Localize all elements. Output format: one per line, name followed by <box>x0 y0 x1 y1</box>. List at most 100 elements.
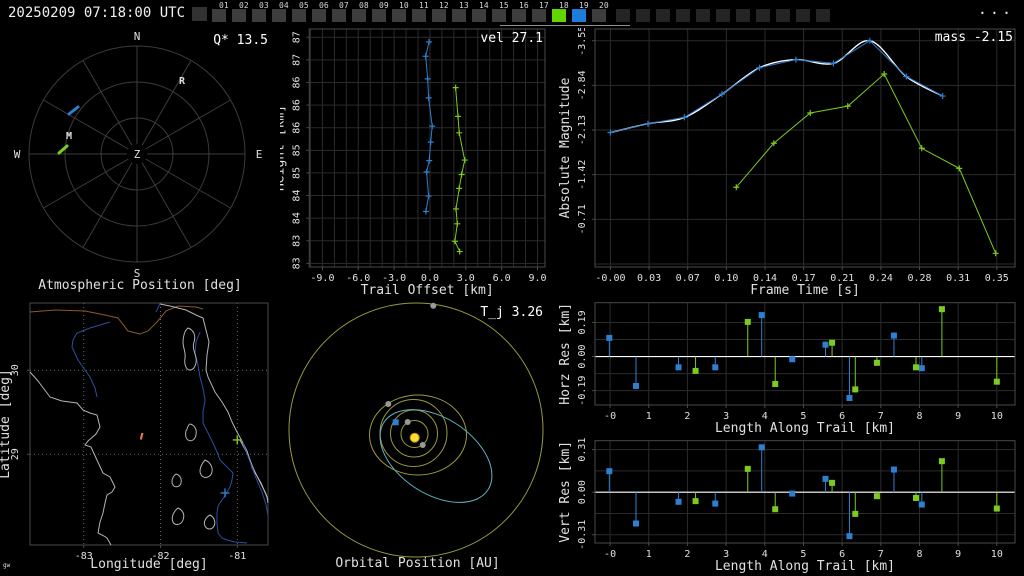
frame-square[interactable] <box>816 9 830 22</box>
svg-text:Length Along Trail [km]: Length Along Trail [km] <box>715 421 895 436</box>
frame-button-label: 11 <box>419 1 429 10</box>
svg-text:2: 2 <box>684 549 690 560</box>
svg-text:86: 86 <box>291 76 302 88</box>
svg-text:0.24: 0.24 <box>869 273 893 284</box>
frame-square[interactable] <box>736 9 750 22</box>
svg-text:0.00: 0.00 <box>577 344 588 368</box>
frame-button-04[interactable]: 04 <box>272 1 289 22</box>
svg-text:85: 85 <box>291 167 302 179</box>
frame-square[interactable] <box>776 9 790 22</box>
svg-text:6: 6 <box>839 549 845 560</box>
frame-button-13[interactable]: 13 <box>452 1 469 22</box>
panel-atmospheric-position: N S W E Z R M Q* 13.5 Atmospheric Position [de… <box>0 28 280 300</box>
svg-text:84: 84 <box>291 190 302 202</box>
frame-button-07[interactable]: 07 <box>332 1 349 22</box>
svg-text:N: N <box>134 30 141 43</box>
frame-button-08[interactable]: 08 <box>352 1 369 22</box>
map-frame <box>29 302 269 546</box>
frame-button-11[interactable]: 11 <box>412 1 429 22</box>
frame-button-16[interactable]: 16 <box>512 1 529 22</box>
frame-button-label: 08 <box>359 1 369 10</box>
vert-res-axis-labels: -0 1 2 3 4 5 6 7 8 9 10 0.31 0.00 -0.31 Length Along T… <box>558 438 1003 574</box>
frame-button-01[interactable]: 01 <box>212 1 229 22</box>
frame-square[interactable] <box>656 9 670 22</box>
frame-button-09[interactable]: 09 <box>372 1 389 22</box>
lake-blob-2 <box>171 473 182 488</box>
body-mercury <box>419 442 426 448</box>
body-mars <box>385 401 392 407</box>
svg-text:3: 3 <box>723 411 729 422</box>
trail-offset-series <box>422 38 468 255</box>
frame-button-label: 15 <box>499 1 509 10</box>
svg-text:0.17: 0.17 <box>792 273 816 284</box>
ground-map-plot: -83 -82 -81 30 29 Longitude [deg] Latitude [de… <box>0 302 269 572</box>
polar-compass-labels: N S W E Z R M <box>14 30 263 280</box>
svg-text:3.0: 3.0 <box>457 273 475 284</box>
svg-text:0.03: 0.03 <box>637 273 661 284</box>
frame-button-14[interactable]: 14 <box>472 1 489 22</box>
panel-light-curve: -0.00 0.03 0.07 0.10 0.14 0.17 0.21 0.24 0.28 0.3… <box>555 28 1024 300</box>
frame-button-20[interactable]: 20 <box>592 1 609 22</box>
svg-text:1: 1 <box>646 411 652 422</box>
svg-text:Height [km]: Height [km] <box>280 105 287 191</box>
q-value-label: Q* 13.5 <box>213 33 268 48</box>
frame-button-label: 17 <box>539 1 549 10</box>
frame-button-19[interactable]: 19 <box>572 1 589 22</box>
svg-text:W: W <box>14 148 21 161</box>
frame-button-05[interactable]: 05 <box>292 1 309 22</box>
station-track-green <box>57 144 69 155</box>
svg-text:-83: -83 <box>75 551 93 562</box>
svg-text:-0.71: -0.71 <box>577 204 588 234</box>
svg-text:10: 10 <box>991 411 1003 422</box>
top-bar: 20250209 07:18:00 UTC 01 02 03 04 05 06 07 08 09… <box>0 0 1024 28</box>
svg-text:Trail Offset [km]: Trail Offset [km] <box>361 283 494 298</box>
frame-button-02[interactable]: 02 <box>232 1 249 22</box>
solar-system-bodies <box>385 302 437 448</box>
svg-text:0.00: 0.00 <box>577 480 588 504</box>
trail-offset-plot: -9.0 -6.0 -3.0 0.0 3.0 6.0 9.0 87 87 86 86 86 85 85 84… <box>280 28 547 298</box>
frame-button-label: 18 <box>559 1 569 10</box>
frame-button-06[interactable]: 06 <box>312 1 329 22</box>
frame-button-label: 03 <box>259 1 269 10</box>
frame-square[interactable] <box>696 9 710 22</box>
residuals-plot: -0 1 2 3 4 5 6 7 8 9 10 0.19 0.00 -0.19 Length Along T… <box>558 302 1016 574</box>
sun <box>409 432 420 443</box>
frame-button-label: 16 <box>519 1 529 10</box>
svg-text:-3.0: -3.0 <box>382 273 406 284</box>
frame-button-15[interactable]: 15 <box>492 1 509 22</box>
frame-button-label: 10 <box>399 1 409 10</box>
svg-text:R: R <box>179 76 186 87</box>
frame-square[interactable] <box>636 9 650 22</box>
frame-square[interactable] <box>192 7 207 21</box>
frame-button-10[interactable]: 10 <box>392 1 409 22</box>
svg-text:0.07: 0.07 <box>676 273 700 284</box>
overflow-menu[interactable]: ... <box>977 0 1014 18</box>
frame-square[interactable] <box>756 9 770 22</box>
tisserand-label: T_j 3.26 <box>480 305 543 320</box>
frame-square[interactable] <box>796 9 810 22</box>
frame-square[interactable] <box>676 9 690 22</box>
map-watermark: gw <box>3 562 11 569</box>
svg-text:Vert Res [km]: Vert Res [km] <box>558 441 573 543</box>
svg-text:30: 30 <box>10 364 21 376</box>
frame-button-12[interactable]: 12 <box>432 1 449 22</box>
map-geography <box>29 302 269 546</box>
river-north <box>155 302 161 313</box>
body-jupiter <box>430 302 437 309</box>
body-earth <box>392 419 399 426</box>
svg-text:7: 7 <box>878 411 884 422</box>
frame-button-18[interactable]: 18 <box>552 1 569 22</box>
meteoroid-orbit <box>379 409 493 503</box>
svg-text:Horz Res [km]: Horz Res [km] <box>558 303 573 405</box>
svg-text:5: 5 <box>800 411 806 422</box>
frame-square[interactable] <box>716 9 730 22</box>
svg-text:M: M <box>66 131 72 142</box>
svg-text:0.31: 0.31 <box>577 438 588 462</box>
frame-button-03[interactable]: 03 <box>252 1 269 22</box>
frame-button-17[interactable]: 17 <box>532 1 549 22</box>
svg-text:8: 8 <box>916 411 922 422</box>
svg-text:-1.42: -1.42 <box>577 160 588 190</box>
svg-text:-3.55: -3.55 <box>577 28 588 56</box>
frame-square[interactable] <box>616 9 630 22</box>
